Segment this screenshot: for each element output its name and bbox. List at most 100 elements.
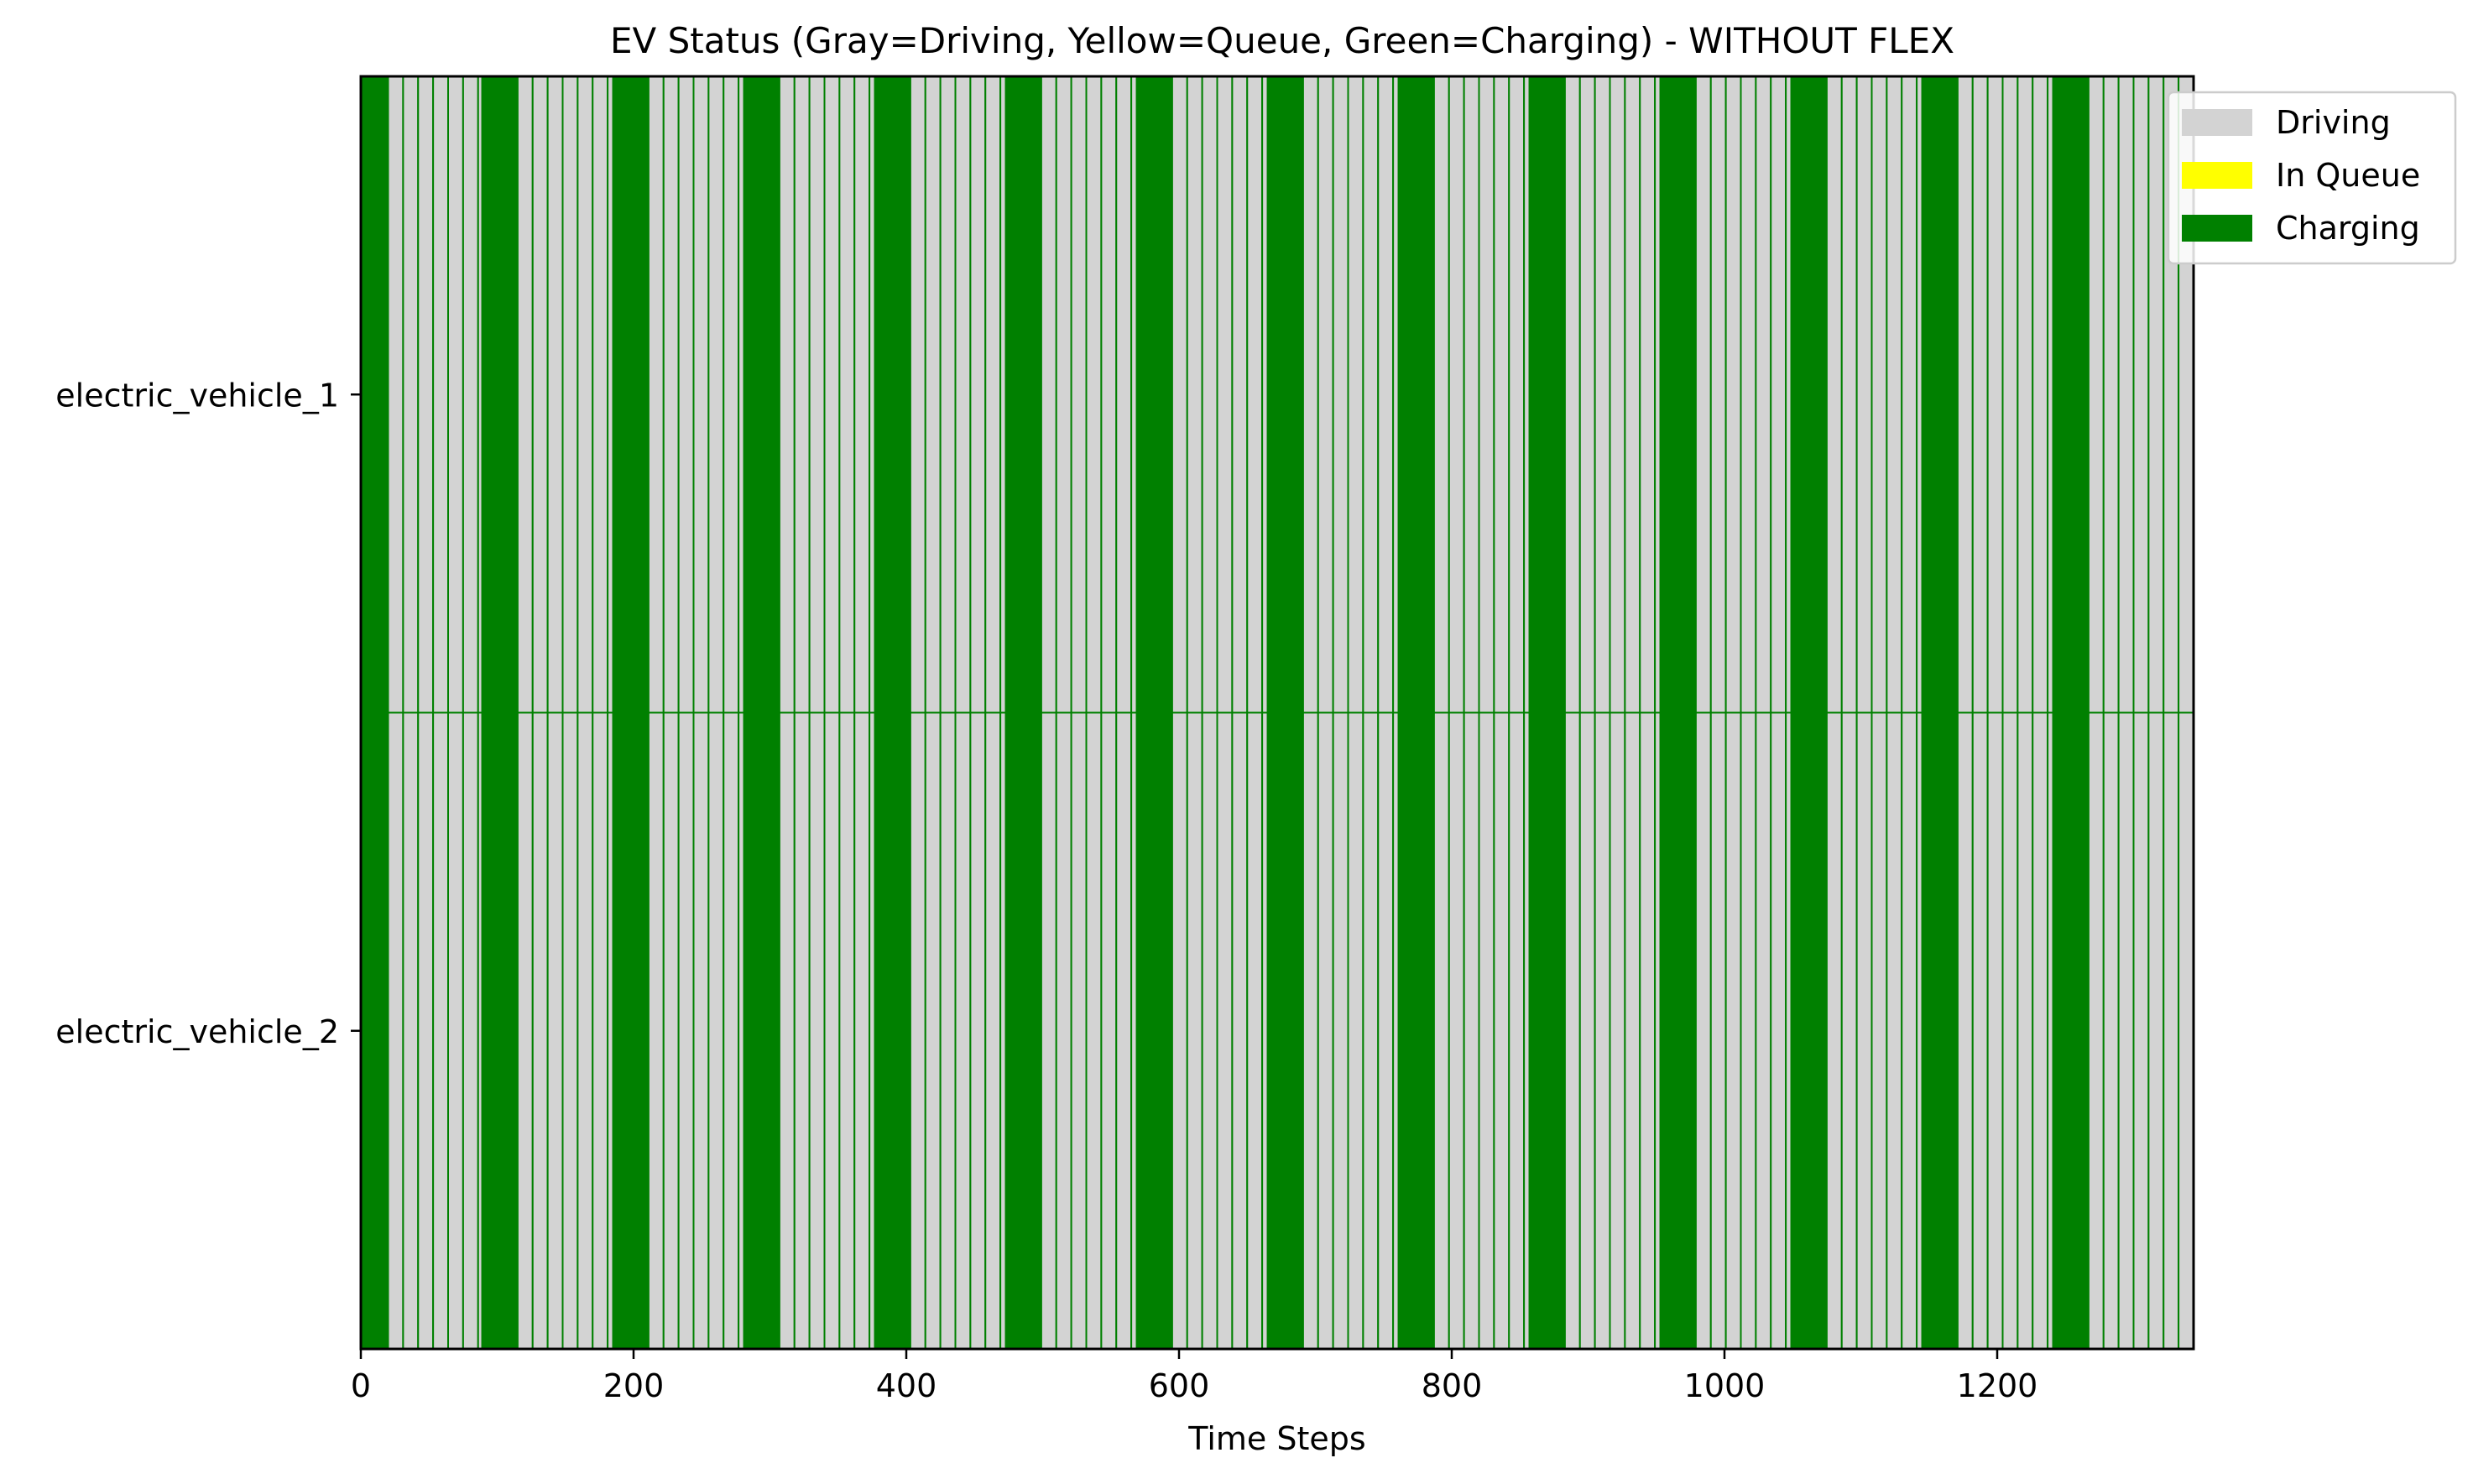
- status-segment-driving: [838, 711, 856, 1350]
- status-segment-driving: [1770, 76, 1787, 714]
- status-segment-driving: [1055, 711, 1072, 1350]
- x-tick-label: 800: [1422, 1367, 1483, 1404]
- status-segment-driving: [1115, 711, 1133, 1350]
- legend-swatch: [2182, 162, 2252, 189]
- status-segment-driving: [939, 711, 957, 1350]
- status-segment-driving: [2147, 76, 2165, 714]
- status-segment-driving: [1201, 76, 1218, 714]
- status-segment-driving: [1624, 711, 1641, 1350]
- status-segment-charging: [2052, 76, 2090, 714]
- status-segment-driving: [1694, 711, 1712, 1350]
- status-segment-charging: [481, 711, 519, 1350]
- status-segment-driving: [2087, 76, 2105, 714]
- status-segment-driving: [561, 711, 579, 1350]
- status-segment-charging: [1921, 76, 1959, 714]
- status-segment-driving: [1986, 76, 2004, 714]
- status-segment-driving: [1724, 76, 1742, 714]
- legend-label: Driving: [2276, 104, 2391, 141]
- status-segment-driving: [1563, 711, 1581, 1350]
- status-segment-driving: [1709, 76, 1727, 714]
- status-segment-driving: [1100, 76, 1118, 714]
- status-segment-driving: [1478, 76, 1495, 714]
- status-segment-driving: [2001, 711, 2019, 1350]
- status-segment-driving: [1231, 711, 1249, 1350]
- status-segment-driving: [1347, 711, 1364, 1350]
- x-tick-label: 1200: [1957, 1367, 2038, 1404]
- status-segment-driving: [692, 76, 710, 714]
- status-segment-driving: [909, 711, 926, 1350]
- status-segment-driving: [723, 76, 740, 714]
- row-electric_vehicle_2: [360, 711, 2194, 1350]
- status-segment-driving: [1362, 76, 1380, 714]
- status-segment-driving: [692, 711, 710, 1350]
- status-segment-driving: [387, 76, 404, 714]
- status-segment-driving: [1740, 76, 1757, 714]
- status-segment-driving: [1971, 76, 1989, 714]
- status-segment-driving: [1231, 76, 1249, 714]
- status-segment-driving: [1171, 711, 1188, 1350]
- status-segment-driving: [577, 76, 594, 714]
- status-segment-charging: [1921, 711, 1959, 1350]
- status-segment-driving: [1840, 76, 1858, 714]
- status-segment-driving: [853, 711, 871, 1350]
- status-segment-driving: [793, 76, 811, 714]
- status-segment-driving: [516, 76, 534, 714]
- status-segment-driving: [1100, 711, 1118, 1350]
- status-segment-driving: [662, 76, 680, 714]
- status-segment-driving: [1594, 76, 1611, 714]
- status-segment-charging: [1790, 711, 1828, 1350]
- status-segment-driving: [647, 76, 665, 714]
- status-segment-driving: [592, 76, 609, 714]
- status-segment-driving: [1886, 76, 1903, 714]
- status-segment-driving: [1609, 76, 1626, 714]
- status-segment-driving: [2102, 76, 2120, 714]
- status-segment-driving: [707, 711, 725, 1350]
- status-segment-driving: [778, 711, 796, 1350]
- status-segment-driving: [969, 711, 987, 1350]
- status-segment-charging: [1659, 76, 1697, 714]
- x-tick-label: 200: [603, 1367, 665, 1404]
- status-segment-driving: [1216, 711, 1234, 1350]
- status-segment-charging: [1135, 76, 1173, 714]
- status-segment-driving: [1201, 711, 1218, 1350]
- status-segment-driving: [2087, 711, 2105, 1350]
- status-segment-driving: [546, 711, 564, 1350]
- status-segment-driving: [546, 76, 564, 714]
- status-segment-driving: [677, 711, 695, 1350]
- status-segment-charging: [1528, 711, 1566, 1350]
- status-segment-driving: [1186, 711, 1203, 1350]
- status-segment-driving: [1578, 76, 1596, 714]
- status-segment-driving: [1709, 711, 1727, 1350]
- status-segment-driving: [723, 711, 740, 1350]
- status-segment-driving: [823, 711, 841, 1350]
- status-segment-driving: [402, 711, 420, 1350]
- status-segment-charging: [1397, 711, 1435, 1350]
- status-segment-driving: [1317, 76, 1334, 714]
- status-segment-driving: [1609, 711, 1626, 1350]
- status-segment-driving: [823, 76, 841, 714]
- x-tick-label: 1000: [1684, 1367, 1766, 1404]
- status-segment-driving: [954, 711, 972, 1350]
- status-segment-driving: [1694, 76, 1712, 714]
- status-segment-driving: [1448, 711, 1465, 1350]
- status-segment-driving: [531, 76, 549, 714]
- status-segment-driving: [1115, 76, 1133, 714]
- status-segment-driving: [1770, 711, 1787, 1350]
- status-segment-charging: [1004, 76, 1042, 714]
- status-segment-driving: [2132, 76, 2150, 714]
- status-segment-driving: [1478, 711, 1495, 1350]
- status-segment-driving: [561, 76, 579, 714]
- status-segment-driving: [707, 76, 725, 714]
- status-segment-driving: [462, 76, 479, 714]
- status-segment-driving: [1755, 76, 1772, 714]
- y-tick-label: electric_vehicle_2: [55, 1013, 339, 1050]
- status-segment-charging: [1659, 711, 1697, 1350]
- status-segment-charging: [1266, 76, 1304, 714]
- status-segment-charging: [1528, 76, 1566, 714]
- status-segment-driving: [1085, 76, 1103, 714]
- status-segment-charging: [481, 76, 519, 714]
- status-segment-driving: [1493, 711, 1510, 1350]
- status-segment-driving: [2178, 711, 2194, 1350]
- status-segment-driving: [1040, 76, 1057, 714]
- legend-label: Charging: [2276, 210, 2420, 247]
